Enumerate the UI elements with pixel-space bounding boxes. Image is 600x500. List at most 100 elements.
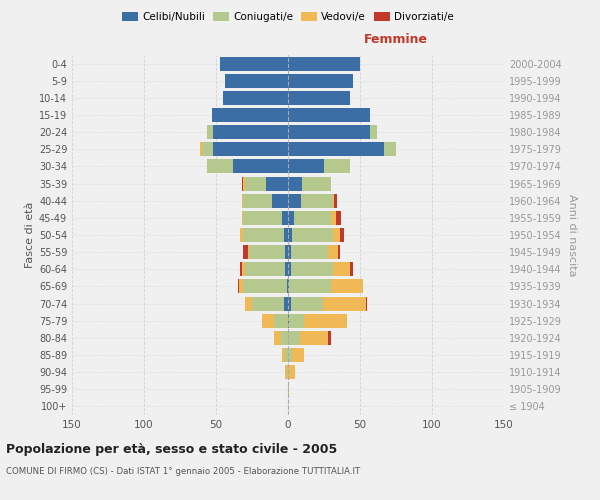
Bar <box>301 194 332 207</box>
Bar <box>249 245 285 259</box>
Bar <box>328 331 331 345</box>
Bar <box>328 245 338 259</box>
Bar <box>288 228 292 242</box>
Bar <box>340 228 344 242</box>
Text: COMUNE DI FIRMO (CS) - Dati ISTAT 1° gennaio 2005 - Elaborazione TUTTITALIA.IT: COMUNE DI FIRMO (CS) - Dati ISTAT 1° gen… <box>6 468 360 476</box>
Bar <box>289 314 304 328</box>
Bar <box>350 262 353 276</box>
Bar <box>223 91 288 105</box>
Bar <box>242 262 245 276</box>
Bar <box>288 176 302 190</box>
Bar <box>208 125 213 139</box>
Bar <box>285 365 287 379</box>
Bar <box>245 296 252 310</box>
Bar <box>208 160 233 173</box>
Bar <box>385 142 396 156</box>
Bar <box>284 228 288 242</box>
Bar <box>202 142 213 156</box>
Bar <box>282 348 285 362</box>
Bar <box>335 211 341 225</box>
Bar <box>292 228 332 242</box>
Bar <box>244 176 245 190</box>
Bar <box>241 228 244 242</box>
Bar <box>242 176 244 190</box>
Bar <box>239 280 244 293</box>
Bar <box>213 142 288 156</box>
Bar <box>288 365 289 379</box>
Bar <box>332 262 350 276</box>
Bar <box>242 211 244 225</box>
Bar <box>334 194 337 207</box>
Bar <box>200 142 202 156</box>
Bar <box>338 245 340 259</box>
Bar <box>244 245 248 259</box>
Bar <box>252 296 284 310</box>
Bar <box>331 211 335 225</box>
Bar <box>282 211 288 225</box>
Bar <box>291 245 328 259</box>
Bar <box>266 176 288 190</box>
Bar <box>288 262 291 276</box>
Bar <box>304 314 347 328</box>
Bar <box>366 296 367 310</box>
Bar <box>292 348 304 362</box>
Bar <box>224 74 288 88</box>
Bar <box>289 365 295 379</box>
Bar <box>288 74 353 88</box>
Bar <box>288 296 291 310</box>
Y-axis label: Anni di nascita: Anni di nascita <box>567 194 577 276</box>
Bar <box>288 245 291 259</box>
Bar <box>238 280 239 293</box>
Bar <box>245 176 266 190</box>
Bar <box>213 125 288 139</box>
Text: Femmine: Femmine <box>364 33 428 46</box>
Bar <box>285 262 288 276</box>
Bar <box>248 245 249 259</box>
Bar <box>244 228 284 242</box>
Bar <box>288 331 299 345</box>
Bar <box>289 280 331 293</box>
Y-axis label: Fasce di età: Fasce di età <box>25 202 35 268</box>
Bar <box>241 262 242 276</box>
Bar <box>332 228 340 242</box>
Bar <box>284 296 288 310</box>
Bar <box>370 125 377 139</box>
Bar <box>274 331 281 345</box>
Bar <box>323 296 366 310</box>
Bar <box>299 331 328 345</box>
Bar <box>302 176 331 190</box>
Bar <box>244 280 287 293</box>
Bar <box>288 348 292 362</box>
Bar <box>288 194 301 207</box>
Bar <box>245 262 285 276</box>
Bar <box>288 314 289 328</box>
Bar <box>288 108 370 122</box>
Bar <box>285 348 288 362</box>
Bar <box>244 211 282 225</box>
Bar <box>288 280 289 293</box>
Bar <box>272 194 288 207</box>
Bar <box>294 211 331 225</box>
Text: Popolazione per età, sesso e stato civile - 2005: Popolazione per età, sesso e stato civil… <box>6 442 337 456</box>
Bar <box>288 125 370 139</box>
Bar <box>244 194 272 207</box>
Bar <box>288 142 385 156</box>
Bar <box>288 91 350 105</box>
Bar <box>220 56 288 70</box>
Bar <box>287 280 288 293</box>
Bar <box>242 194 244 207</box>
Bar <box>287 365 288 379</box>
Bar <box>274 314 288 328</box>
Bar <box>291 296 323 310</box>
Bar <box>288 382 289 396</box>
Bar <box>288 160 324 173</box>
Bar <box>262 314 274 328</box>
Bar <box>324 160 350 173</box>
Bar <box>291 262 332 276</box>
Bar <box>285 245 288 259</box>
Legend: Celibi/Nubili, Coniugati/e, Vedovi/e, Divorziati/e: Celibi/Nubili, Coniugati/e, Vedovi/e, Di… <box>118 8 458 26</box>
Bar <box>281 331 288 345</box>
Bar <box>233 160 288 173</box>
Bar <box>332 194 334 207</box>
Bar <box>288 211 294 225</box>
